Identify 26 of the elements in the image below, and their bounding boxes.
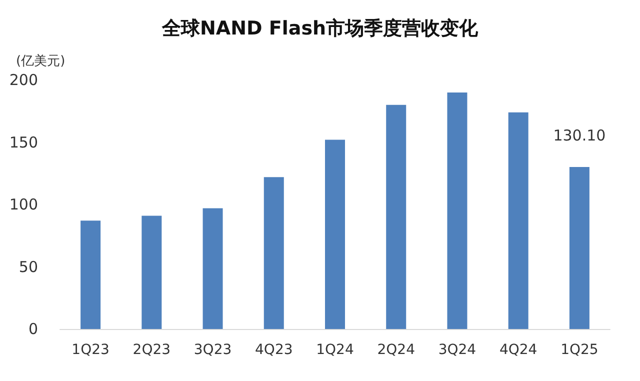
bar — [447, 92, 468, 329]
bar — [264, 177, 284, 329]
y-tick-label: 100 — [9, 196, 38, 214]
x-tick-label: 1Q25 — [560, 342, 598, 358]
x-tick-label: 3Q24 — [438, 342, 476, 358]
y-axis-title: (亿美元) — [16, 53, 66, 69]
chart-title: 全球NAND Flash市场季度营收变化 — [160, 18, 480, 40]
bar — [142, 216, 162, 329]
bar — [325, 140, 345, 329]
x-tick-label: 3Q23 — [194, 342, 232, 358]
bar — [386, 104, 406, 329]
bar — [569, 167, 590, 329]
bar — [80, 220, 101, 329]
x-tick-label: 1Q24 — [316, 342, 354, 358]
x-tick-label: 4Q23 — [255, 342, 293, 358]
x-tick-label: 4Q24 — [499, 342, 538, 358]
y-tick-label: 150 — [9, 133, 38, 152]
bar — [508, 112, 528, 329]
bar — [202, 208, 223, 329]
y-tick-label: 50 — [18, 258, 38, 276]
y-tick-label: 0 — [28, 320, 38, 338]
data-label: 130.10 — [553, 126, 606, 145]
y-tick-label: 200 — [9, 71, 38, 89]
x-tick-label: 2Q23 — [132, 342, 171, 358]
x-tick-label: 1Q23 — [72, 342, 110, 358]
x-tick-label: 2Q24 — [377, 342, 416, 358]
